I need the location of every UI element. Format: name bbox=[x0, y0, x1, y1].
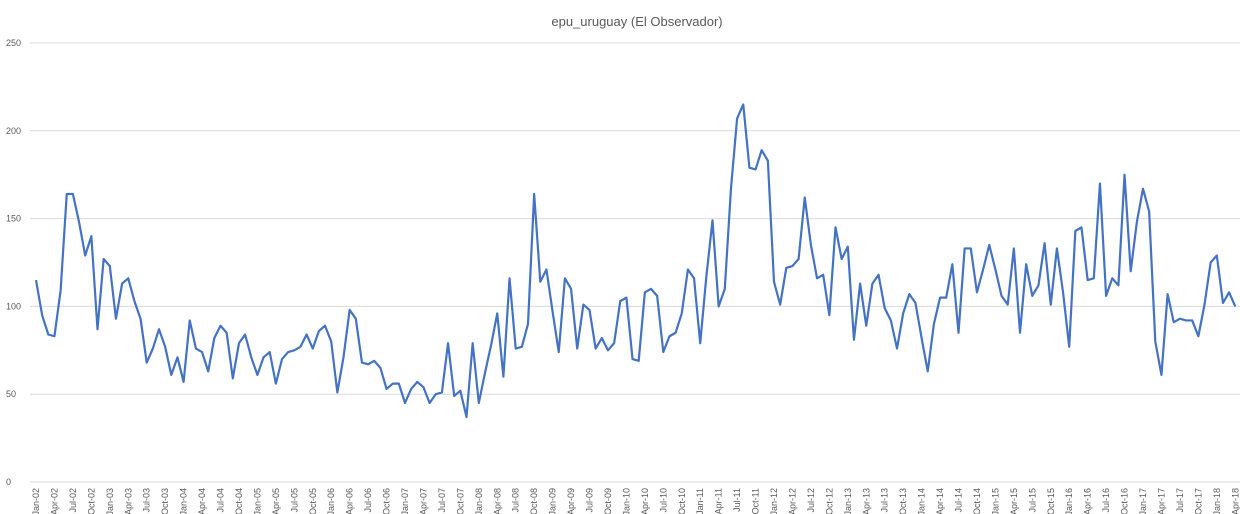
x-tick-label: Apr-03 bbox=[123, 488, 133, 514]
x-tick-label: Apr-02 bbox=[49, 488, 59, 514]
y-tick-label: 150 bbox=[6, 214, 21, 224]
x-tick-label: Jul-11 bbox=[732, 488, 742, 512]
x-tick-label: Oct-13 bbox=[898, 488, 908, 514]
x-tick-label: Jul-08 bbox=[511, 488, 521, 513]
x-tick-label: Jan-03 bbox=[105, 488, 115, 514]
x-tick-label: Oct-12 bbox=[824, 488, 834, 514]
x-tick-label: Jan-12 bbox=[769, 488, 779, 514]
x-tick-label: Jul-13 bbox=[880, 488, 890, 513]
x-tick-label: Oct-04 bbox=[234, 488, 244, 514]
x-tick-label: Jan-11 bbox=[695, 488, 705, 514]
x-tick-label: Jul-12 bbox=[806, 488, 816, 513]
x-tick-label: Jan-02 bbox=[31, 488, 41, 514]
x-tick-label: Jan-07 bbox=[400, 488, 410, 514]
x-tick-label: Jul-04 bbox=[216, 488, 226, 513]
x-tick-label: Apr-17 bbox=[1156, 488, 1166, 514]
y-tick-label: 50 bbox=[6, 389, 16, 399]
y-tick-label: 0 bbox=[6, 477, 11, 487]
x-tick-label: Jan-05 bbox=[252, 488, 262, 514]
y-tick-label: 250 bbox=[6, 38, 21, 48]
x-tick-label: Apr-07 bbox=[418, 488, 428, 514]
x-tick-label: Jan-15 bbox=[990, 488, 1000, 514]
x-tick-label: Jul-09 bbox=[585, 488, 595, 513]
x-tick-label: Jul-16 bbox=[1101, 488, 1111, 513]
x-tick-label: Apr-04 bbox=[197, 488, 207, 514]
x-tick-label: Jul-06 bbox=[363, 488, 373, 513]
x-tick-label: Jul-05 bbox=[289, 488, 299, 513]
x-tick-label: Jul-03 bbox=[142, 488, 152, 513]
x-tick-label: Oct-07 bbox=[455, 488, 465, 514]
x-tick-label: Apr-13 bbox=[861, 488, 871, 514]
x-tick-label: Apr-16 bbox=[1083, 488, 1093, 514]
x-tick-label: Apr-14 bbox=[935, 488, 945, 514]
x-tick-label: Apr-11 bbox=[714, 488, 724, 514]
chart-title: epu_uruguay (El Observador) bbox=[551, 14, 722, 29]
x-tick-label: Oct-10 bbox=[677, 488, 687, 514]
x-tick-label: Apr-09 bbox=[566, 488, 576, 514]
x-tick-label: Jul-10 bbox=[658, 488, 668, 513]
x-tick-label: Oct-06 bbox=[382, 488, 392, 514]
x-tick-label: Apr-06 bbox=[345, 488, 355, 514]
x-tick-label: Jan-04 bbox=[179, 488, 189, 514]
x-tick-label: Jan-13 bbox=[843, 488, 853, 514]
x-tick-label: Jan-09 bbox=[548, 488, 558, 514]
x-tick-label: Jul-15 bbox=[1027, 488, 1037, 513]
x-tick-label: Jan-17 bbox=[1138, 488, 1148, 514]
series-line bbox=[34, 103, 1237, 419]
x-tick-label: Jan-08 bbox=[474, 488, 484, 514]
x-tick-label: Oct-02 bbox=[86, 488, 96, 514]
x-tick-label: Oct-11 bbox=[751, 488, 761, 514]
x-tick-label: Apr-10 bbox=[640, 488, 650, 514]
x-tick-label: Oct-05 bbox=[308, 488, 318, 514]
x-tick-label: Oct-17 bbox=[1193, 488, 1203, 514]
x-tick-label: Oct-08 bbox=[529, 488, 539, 514]
x-tick-label: Jan-18 bbox=[1212, 488, 1222, 514]
x-tick-label: Apr-18 bbox=[1230, 488, 1240, 514]
x-tick-label: Jul-17 bbox=[1175, 488, 1185, 513]
x-tick-label: Jan-16 bbox=[1064, 488, 1074, 514]
x-tick-label: Oct-09 bbox=[603, 488, 613, 514]
x-tick-label: Jan-06 bbox=[326, 488, 336, 514]
x-tick-label: Jan-10 bbox=[621, 488, 631, 514]
y-tick-label: 100 bbox=[6, 301, 21, 311]
y-tick-label: 200 bbox=[6, 126, 21, 136]
x-tick-label: Apr-12 bbox=[787, 488, 797, 514]
x-tick-label: Apr-05 bbox=[271, 488, 281, 514]
x-tick-label: Oct-03 bbox=[160, 488, 170, 514]
x-tick-label: Jul-07 bbox=[437, 488, 447, 513]
x-tick-label: Apr-15 bbox=[1009, 488, 1019, 514]
x-tick-label: Jan-14 bbox=[917, 488, 927, 514]
x-tick-label: Oct-15 bbox=[1046, 488, 1056, 514]
x-tick-label: Oct-16 bbox=[1120, 488, 1130, 514]
x-tick-label: Jul-14 bbox=[954, 488, 964, 513]
x-tick-label: Oct-14 bbox=[972, 488, 982, 514]
x-tick-label: Apr-08 bbox=[492, 488, 502, 514]
x-tick-label: Jul-02 bbox=[68, 488, 78, 513]
